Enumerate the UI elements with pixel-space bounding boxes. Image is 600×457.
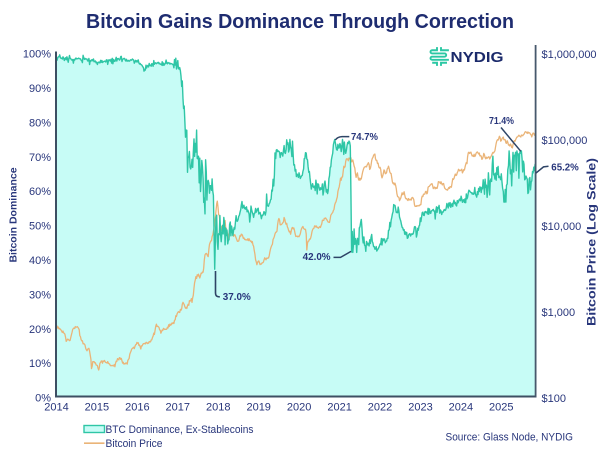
svg-text:37.0%: 37.0% bbox=[223, 292, 251, 303]
svg-text:Source: Glass Node, NYDIG: Source: Glass Node, NYDIG bbox=[446, 432, 574, 444]
svg-text:10%: 10% bbox=[29, 358, 51, 370]
svg-text:0%: 0% bbox=[35, 393, 51, 405]
svg-text:2024: 2024 bbox=[449, 402, 473, 414]
svg-text:65.2%: 65.2% bbox=[551, 162, 579, 173]
svg-text:60%: 60% bbox=[29, 186, 51, 198]
svg-text:NYDIG: NYDIG bbox=[451, 50, 504, 66]
svg-text:20%: 20% bbox=[29, 324, 51, 336]
svg-text:$1,000,000: $1,000,000 bbox=[542, 49, 597, 61]
svg-text:$10,000: $10,000 bbox=[542, 221, 582, 233]
svg-text:2018: 2018 bbox=[206, 402, 230, 414]
svg-text:Bitcoin Price: Bitcoin Price bbox=[106, 438, 163, 450]
svg-text:90%: 90% bbox=[29, 83, 51, 95]
svg-text:2016: 2016 bbox=[125, 402, 149, 414]
svg-text:2022: 2022 bbox=[368, 402, 392, 414]
svg-text:74.7%: 74.7% bbox=[351, 132, 378, 143]
svg-text:42.0%: 42.0% bbox=[303, 252, 331, 263]
svg-text:Bitcoin Dominance: Bitcoin Dominance bbox=[8, 167, 20, 262]
svg-text:$1,000: $1,000 bbox=[542, 307, 576, 319]
svg-text:$100: $100 bbox=[542, 393, 566, 405]
svg-text:30%: 30% bbox=[29, 289, 51, 301]
svg-text:2020: 2020 bbox=[287, 402, 311, 414]
svg-text:2017: 2017 bbox=[166, 402, 190, 414]
svg-text:2023: 2023 bbox=[408, 402, 432, 414]
svg-text:80%: 80% bbox=[29, 117, 51, 129]
svg-text:Bitcoin Gains Dominance Throug: Bitcoin Gains Dominance Through Correcti… bbox=[86, 11, 514, 33]
svg-text:2025: 2025 bbox=[489, 402, 513, 414]
svg-text:50%: 50% bbox=[29, 221, 51, 233]
svg-text:2021: 2021 bbox=[327, 402, 351, 414]
svg-text:70%: 70% bbox=[29, 152, 51, 164]
svg-text:40%: 40% bbox=[29, 255, 51, 267]
svg-text:71.4%: 71.4% bbox=[489, 116, 514, 127]
svg-text:BTC Dominance, Ex-Stablecoins: BTC Dominance, Ex-Stablecoins bbox=[106, 424, 254, 436]
svg-text:$100,000: $100,000 bbox=[542, 135, 588, 147]
svg-text:2014: 2014 bbox=[44, 402, 68, 414]
svg-text:100%: 100% bbox=[23, 49, 51, 61]
svg-text:2019: 2019 bbox=[246, 402, 270, 414]
svg-text:2015: 2015 bbox=[85, 402, 109, 414]
svg-text:Bitcoin Price (Log Scale): Bitcoin Price (Log Scale) bbox=[585, 158, 599, 326]
